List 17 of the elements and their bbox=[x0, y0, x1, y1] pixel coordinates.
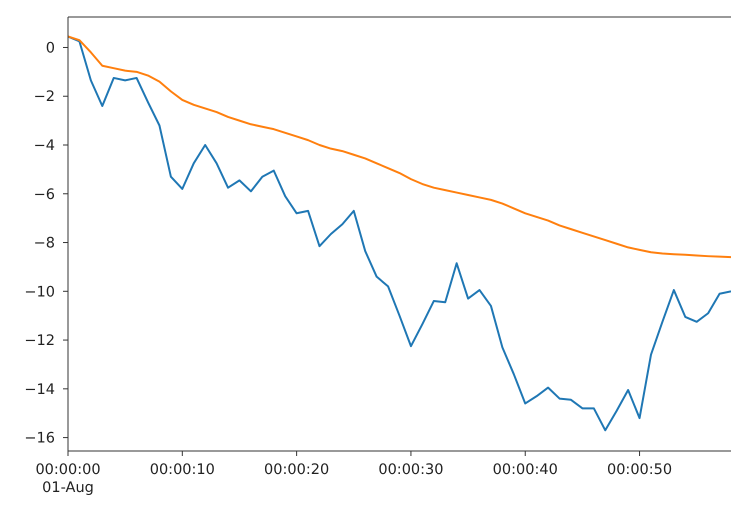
y-tick-label: −10 bbox=[24, 284, 55, 300]
x-tick-label: 00:00:00 01-Aug bbox=[35, 462, 101, 496]
x-tick-label: 00:00:20 bbox=[264, 462, 330, 478]
line-series bbox=[68, 36, 731, 432]
y-tick-label: −6 bbox=[34, 186, 55, 203]
y-tick-label: −14 bbox=[24, 382, 55, 398]
y-tick-label: −4 bbox=[34, 138, 55, 154]
y-tick-label: −8 bbox=[34, 236, 55, 252]
y-tick-label: −16 bbox=[24, 430, 55, 447]
x-tick-label: 00:00:40 bbox=[492, 462, 558, 478]
y-tick-label: −2 bbox=[34, 89, 55, 106]
y-tick-label: 0 bbox=[46, 40, 55, 56]
line-series bbox=[68, 36, 731, 258]
x-tick-label: 00:00:50 bbox=[606, 462, 672, 478]
y-tick-label: −12 bbox=[24, 333, 55, 350]
x-tick-label: 00:00:30 bbox=[378, 462, 444, 478]
x-tick-label: 00:00:10 bbox=[150, 462, 215, 478]
